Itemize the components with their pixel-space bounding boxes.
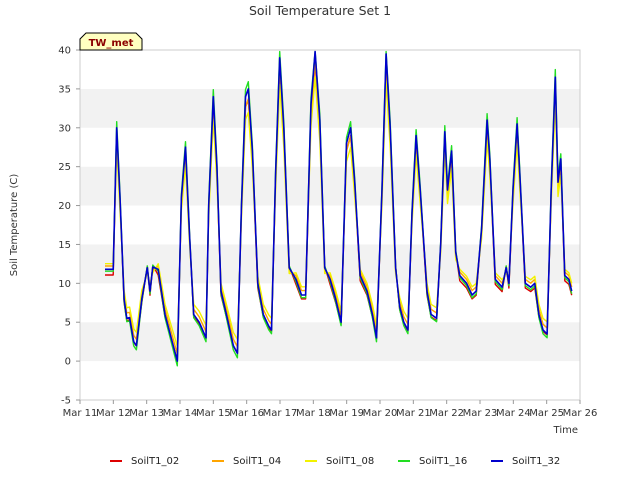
x-tick-label: Mar 13 [129,408,164,419]
chart-title: Soil Temperature Set 1 [249,3,391,18]
x-tick-label: Mar 19 [329,408,364,419]
x-tick-label: Mar 25 [529,408,564,419]
legend-label: SoilT1_08 [326,456,374,467]
legend-label: SoilT1_02 [131,456,179,467]
legend-label: SoilT1_32 [512,456,560,467]
y-tick-label: 25 [58,162,71,173]
y-tick-label: 15 [58,240,71,251]
site-badge-shape [79,32,143,51]
x-tick-label: Mar 16 [229,408,264,419]
y-tick-label: 20 [58,201,71,212]
plot-frame [79,49,581,401]
x-tick-label: Mar 17 [263,408,298,419]
x-tick-label: Mar 22 [429,408,464,419]
grid-band [80,322,580,362]
x-tick-label: Mar 20 [363,408,398,419]
y-tick-label: 40 [58,46,71,57]
x-tick-label: Mar 18 [296,408,331,419]
legend: SoilT1_02 SoilT1_04 SoilT1_08 SoilT1_16 Soil… [110,456,560,467]
y-tick-label: 10 [58,279,71,290]
legend-label: SoilT1_16 [419,456,467,467]
x-tick-label: Mar 21 [396,408,431,419]
y-tick-label: 35 [58,84,71,95]
grid-band [80,50,580,89]
grid-band [80,127,580,167]
x-tick-label: Mar 24 [496,408,531,419]
x-axis-title: Time [553,425,578,436]
grid-bands [80,50,580,400]
grid-band [80,166,580,206]
grid-band [80,283,580,323]
x-tick-label: Mar 23 [463,408,498,419]
site-badge: TW_met [79,32,143,51]
x-tick-label: Mar 14 [163,408,198,419]
grid-band [80,88,580,128]
series-lines [105,50,573,367]
y-tick-label: 0 [65,357,71,368]
y-tick-label: 30 [58,123,71,134]
y-tick-label: -5 [61,396,71,407]
series-line-soilt1-32 [105,50,573,362]
y-axis-ticks: -5 0 5 10 15 20 25 30 35 40 [58,46,80,407]
y-tick-label: 5 [65,318,71,329]
x-tick-label: Mar 26 [563,408,598,419]
site-badge-label: TW_met [89,38,134,49]
x-tick-label: Mar 15 [196,408,231,419]
x-tick-label: Mar 11 [63,408,98,419]
grid-band [80,361,580,400]
legend-label: SoilT1_04 [233,456,281,467]
x-tick-label: Mar 12 [96,408,131,419]
y-axis-title: Soil Temperature (C) [9,174,20,277]
grid-band [80,205,580,245]
